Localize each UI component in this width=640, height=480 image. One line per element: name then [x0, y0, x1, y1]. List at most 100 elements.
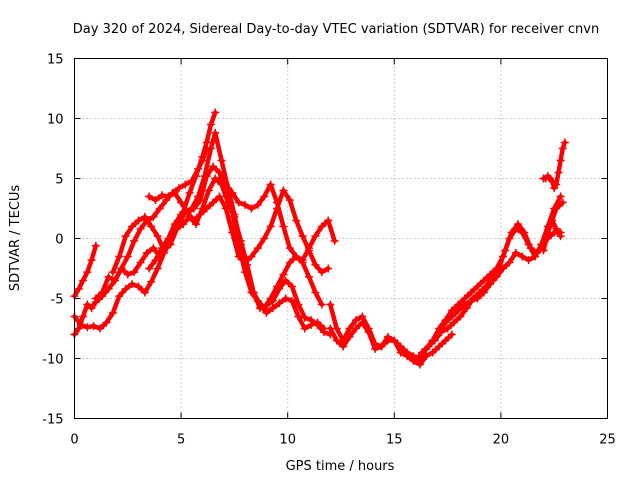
- data-point-marker: [260, 234, 269, 243]
- y-tick-label: -5: [51, 293, 64, 308]
- data-point-marker: [460, 300, 469, 309]
- series-line: [110, 176, 327, 331]
- data-point-marker: [479, 276, 488, 285]
- x-axis-label: GPS time / hours: [286, 459, 395, 474]
- data-point-marker: [228, 208, 237, 217]
- series-sat-3: [70, 241, 100, 301]
- series-line: [93, 130, 333, 337]
- data-point-marker: [183, 208, 192, 217]
- data-point-marker: [149, 212, 158, 221]
- data-point-marker: [524, 256, 533, 265]
- data-point-marker: [409, 352, 418, 361]
- data-point-marker: [102, 318, 111, 327]
- data-point-marker: [228, 188, 237, 197]
- y-tick-label: 5: [55, 173, 63, 188]
- data-point-marker: [204, 186, 213, 195]
- grid: [74, 58, 608, 419]
- series-sat-12: [422, 228, 565, 353]
- series-line: [328, 194, 563, 361]
- data-point-marker: [305, 272, 314, 281]
- data-point-marker: [96, 324, 105, 333]
- data-point-marker: [121, 284, 130, 293]
- data-point-marker: [292, 216, 301, 225]
- data-point-marker: [556, 192, 565, 201]
- series-line: [146, 164, 325, 311]
- data-point-marker: [234, 252, 243, 261]
- series-sat-7: [145, 186, 333, 277]
- data-point-marker: [234, 198, 243, 207]
- data-point-marker: [253, 200, 262, 209]
- data-point-marker: [558, 144, 567, 153]
- data-point-marker: [294, 312, 303, 321]
- data-point-marker: [140, 212, 149, 221]
- data-point-marker: [145, 264, 154, 273]
- data-point-marker: [377, 342, 386, 351]
- data-point-marker: [228, 228, 237, 237]
- axis-ticks: [74, 58, 608, 419]
- data-point-marker: [390, 336, 399, 345]
- data-point-marker: [435, 342, 444, 351]
- series-sat-2: [70, 144, 211, 339]
- data-point-marker: [473, 294, 482, 303]
- data-point-marker: [209, 162, 218, 171]
- data-point-marker: [554, 168, 563, 177]
- data-point-marker: [403, 348, 412, 357]
- data-point-marker: [281, 294, 290, 303]
- data-point-marker: [543, 228, 552, 237]
- data-point-marker: [177, 198, 186, 207]
- data-point-marker: [441, 336, 450, 345]
- y-tick-labels: -15 -10 -5 0 5 10 15: [42, 53, 63, 428]
- data-point-marker: [298, 232, 307, 241]
- data-point-marker: [174, 184, 183, 193]
- data-point-marker: [428, 336, 437, 345]
- data-point-marker: [185, 188, 194, 197]
- data-point-marker: [317, 300, 326, 309]
- data-point-marker: [108, 268, 117, 277]
- data-point-marker: [189, 204, 198, 213]
- data-point-marker: [358, 312, 367, 321]
- data-point-marker: [287, 296, 296, 305]
- data-point-marker: [339, 336, 348, 345]
- data-point-marker: [104, 272, 113, 281]
- data-point-marker: [324, 216, 333, 225]
- data-point-marker: [217, 156, 226, 165]
- data-point-marker: [292, 252, 301, 261]
- data-point-marker: [486, 280, 495, 289]
- data-point-marker: [456, 312, 465, 321]
- data-point-marker: [253, 244, 262, 253]
- data-point-marker: [136, 258, 145, 267]
- data-point-marker: [211, 128, 220, 137]
- data-point-marker: [123, 252, 132, 261]
- data-point-marker: [215, 174, 224, 183]
- data-point-marker: [83, 268, 92, 277]
- data-point-marker: [345, 324, 354, 333]
- data-point-marker: [134, 282, 143, 291]
- data-point-marker: [241, 268, 250, 277]
- data-point-marker: [111, 276, 120, 285]
- data-point-marker: [435, 328, 444, 337]
- data-point-marker: [268, 304, 277, 313]
- data-point-marker: [151, 196, 160, 205]
- y-tick-label: 10: [47, 113, 64, 128]
- data-point-marker: [147, 222, 156, 231]
- data-point-marker: [499, 264, 508, 273]
- data-point-marker: [507, 228, 516, 237]
- data-point-marker: [479, 288, 488, 297]
- data-point-marker: [513, 220, 522, 229]
- data-point-marker: [351, 316, 360, 325]
- data-point-marker: [89, 322, 98, 331]
- data-point-marker: [196, 210, 205, 219]
- data-point-marker: [311, 288, 320, 297]
- data-point-marker: [177, 210, 186, 219]
- data-point-marker: [447, 312, 456, 321]
- data-point-marker: [198, 156, 207, 165]
- data-point-marker: [447, 330, 456, 339]
- data-point-marker: [253, 296, 262, 305]
- data-point-marker: [157, 244, 166, 253]
- data-point-marker: [209, 198, 218, 207]
- data-point-marker: [149, 244, 158, 253]
- data-point-marker: [317, 222, 326, 231]
- data-point-marker: [305, 244, 314, 253]
- data-point-marker: [241, 200, 250, 209]
- data-point-marker: [79, 312, 88, 321]
